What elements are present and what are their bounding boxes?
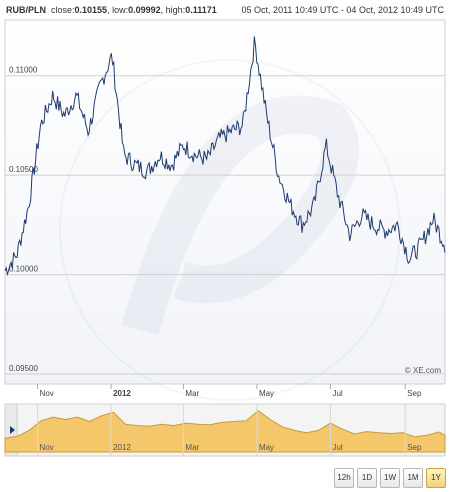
range-buttons: 12h 1D 1W 1M 1Y: [334, 468, 446, 488]
rate-chart[interactable]: 0.11000 0.10500 0.10000 0.09500 Nov 2012 Mar M…: [0, 0, 450, 466]
x-axis-ticks: Nov 2012 Mar May Jul Sep: [37, 384, 422, 398]
x-tick-label: Nov: [40, 389, 54, 398]
x-tick-label: Sep: [407, 389, 422, 398]
date-range: 05 Oct, 2011 10:49 UTC - 04 Oct, 2012 10…: [241, 5, 444, 15]
navigator-tick-label: Jul: [332, 443, 342, 452]
x-tick-label: May: [259, 389, 274, 398]
range-button-1m[interactable]: 1M: [403, 468, 423, 488]
close-label: close:: [51, 5, 75, 15]
navigator-arrow-icon[interactable]: [10, 426, 15, 434]
x-tick-label: Mar: [185, 389, 199, 398]
y-tick-label: 0.11000: [9, 66, 38, 75]
range-button-1y[interactable]: 1Y: [426, 468, 446, 488]
series-line-group: [4, 36, 446, 277]
range-button-1d[interactable]: 1D: [357, 468, 377, 488]
navigator-tick-label: Sep: [407, 443, 422, 452]
grid-lines: [5, 75, 445, 375]
range-button-1w[interactable]: 1W: [380, 468, 400, 488]
range-button-12h[interactable]: 12h: [334, 468, 354, 488]
high-value: 0.11171: [185, 5, 217, 15]
low-value: 0.09992: [128, 5, 161, 15]
chart-header: RUB/PLN close:0.10155, low:0.09992, high…: [0, 0, 450, 20]
x-tick-label: 2012: [113, 389, 131, 398]
y-tick-label: 0.10500: [9, 165, 38, 174]
high-label: high:: [165, 5, 186, 15]
y-tick-label: 0.09500: [9, 364, 38, 373]
navigator-x-ticks: Nov 2012 Mar May Jul Sep: [37, 404, 422, 456]
header-summary: RUB/PLN close:0.10155, low:0.09992, high…: [6, 5, 217, 15]
navigator-tick-label: 2012: [113, 443, 131, 452]
plot-area: [4, 19, 446, 385]
low-label: low:: [112, 5, 129, 15]
x-tick-label: Jul: [332, 389, 342, 398]
navigator-tick-label: Mar: [185, 443, 199, 452]
currency-pair: RUB/PLN: [6, 5, 46, 15]
navigator-tick-label: May: [259, 443, 274, 452]
series-line: [4, 36, 446, 277]
y-tick-label: 0.10000: [9, 265, 38, 274]
close-value: 0.10155: [74, 5, 108, 15]
y-axis-ticks: 0.11000 0.10500 0.10000 0.09500: [9, 66, 38, 373]
copyright-label: © XE.com: [405, 366, 441, 375]
navigator-area-series: [4, 409, 446, 453]
navigator-series: [4, 409, 446, 453]
xe-logo-watermark: [59, 59, 401, 401]
navigator-tick-label: Nov: [40, 443, 54, 452]
